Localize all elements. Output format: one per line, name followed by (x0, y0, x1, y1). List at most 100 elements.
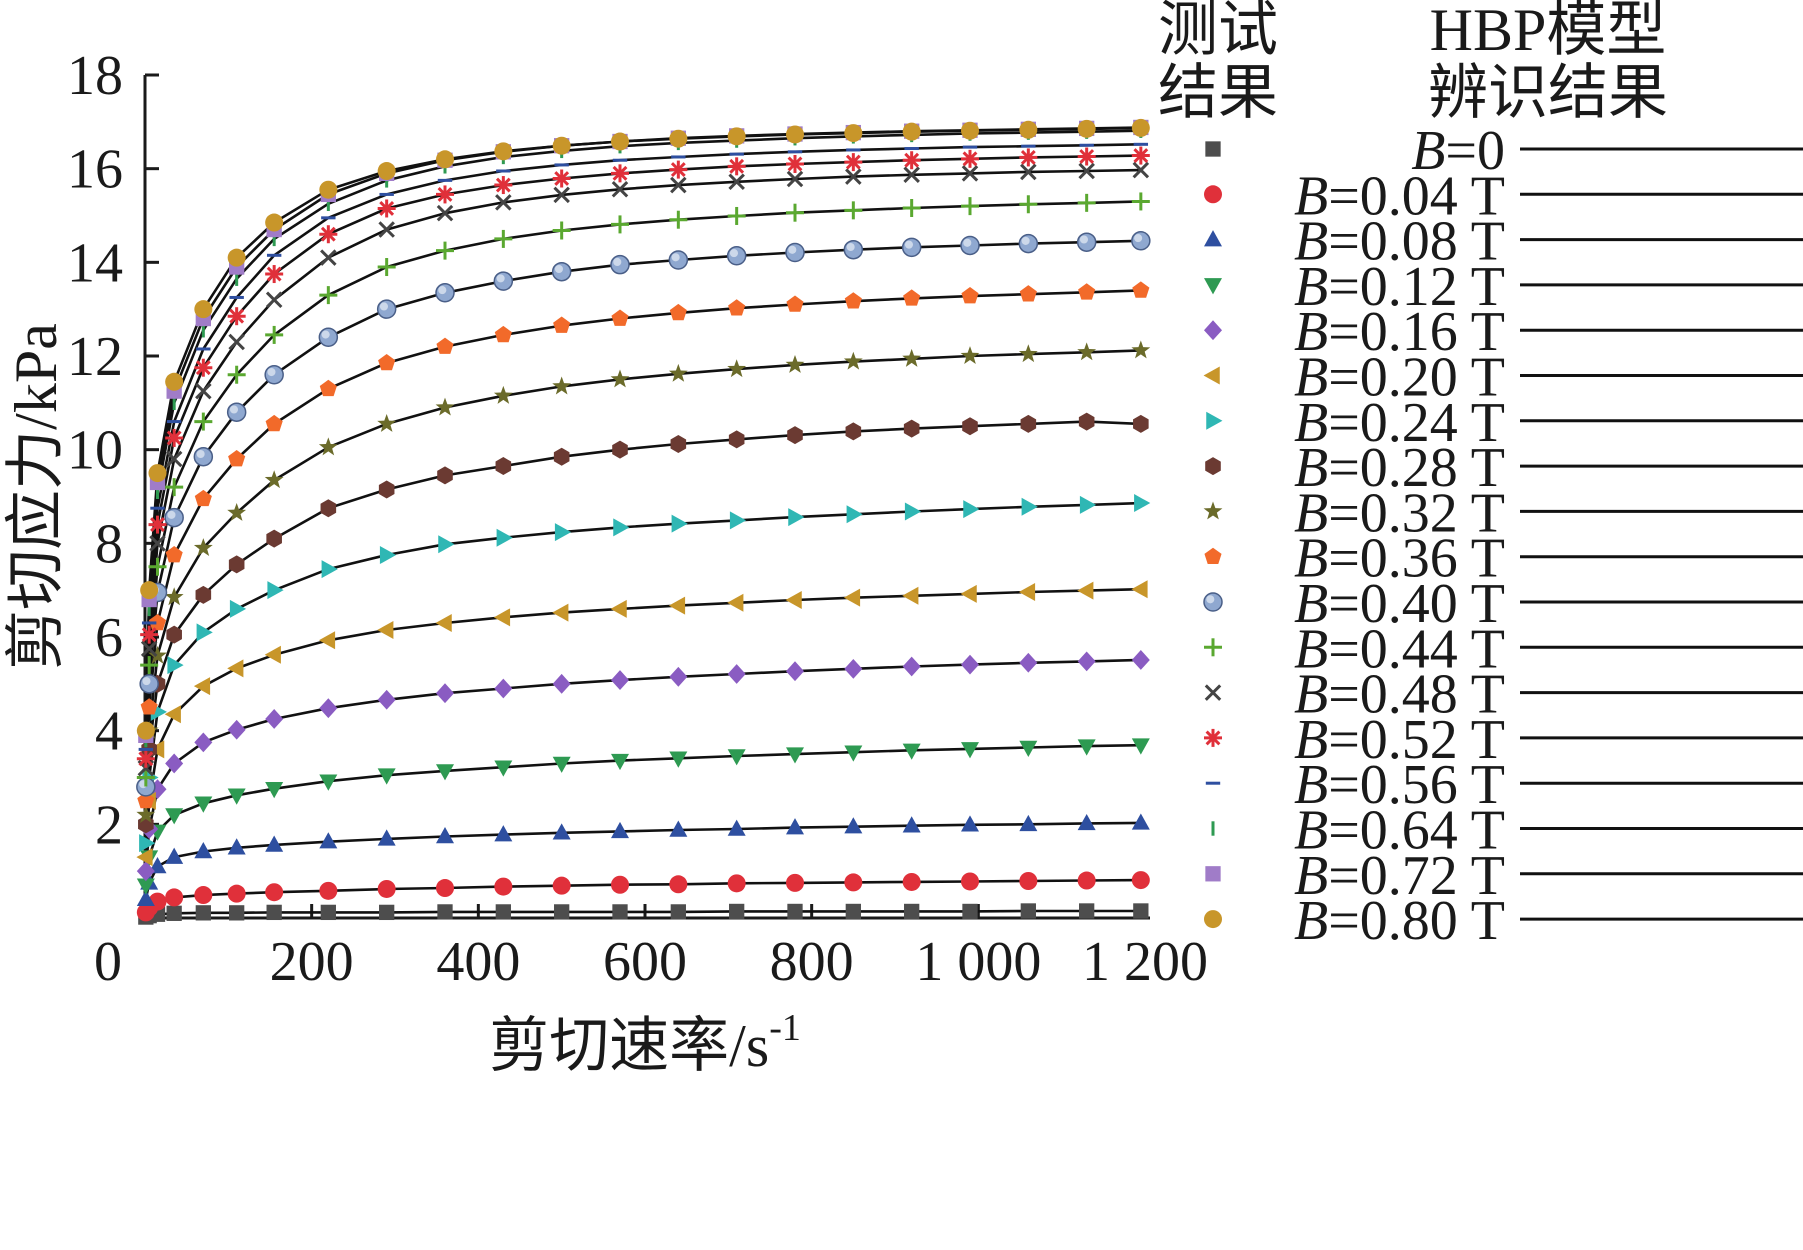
data-point (1078, 412, 1095, 431)
data-point (729, 903, 745, 920)
x-tick-label: 1 200 (1082, 931, 1208, 993)
data-point (902, 816, 921, 833)
legend-label: B=0.52 T (1294, 709, 1505, 771)
data-point (727, 593, 744, 612)
data-point (843, 239, 864, 260)
data-point (611, 875, 629, 894)
data-point (229, 905, 245, 921)
data-point (1077, 147, 1096, 166)
fit-line (144, 143, 1141, 750)
data-point (1019, 872, 1038, 891)
data-point (786, 154, 804, 173)
data-point (961, 121, 979, 140)
data-point (227, 502, 247, 521)
data-point (139, 674, 159, 694)
legend-label: B=0.12 T (1294, 256, 1505, 318)
data-point (319, 286, 338, 305)
legend-label: B=0 (1411, 120, 1505, 182)
data-point (1018, 233, 1039, 254)
data-point (1019, 148, 1038, 167)
data-point (844, 745, 863, 762)
legend-marker (1204, 320, 1222, 341)
series-markers (136, 340, 1151, 823)
legend-marker (1204, 547, 1222, 564)
series-markers (136, 192, 1150, 787)
data-point (165, 428, 184, 447)
data-point (1078, 283, 1096, 300)
data-point (436, 337, 454, 354)
data-point (611, 670, 629, 690)
legend-header-markers-line2: 结果 (1158, 60, 1278, 126)
data-point (553, 447, 570, 466)
fit-line (144, 239, 1141, 787)
fit-line (144, 658, 1141, 872)
data-point (265, 709, 284, 729)
data-point (319, 379, 337, 397)
data-point (727, 819, 746, 836)
data-point (320, 499, 337, 518)
legend-label: B=0.28 T (1294, 437, 1505, 499)
data-point (379, 546, 397, 565)
data-point (669, 303, 687, 321)
series-markers (136, 146, 1150, 768)
legend-entry: B=0.12 T (1204, 256, 1803, 318)
y-tick-label: 2 (95, 794, 123, 856)
data-point (610, 254, 630, 275)
data-point (164, 507, 184, 528)
data-point (1079, 495, 1097, 514)
data-point (494, 678, 513, 699)
data-point (962, 903, 978, 920)
legend-entry: B=0.80 T (1204, 890, 1803, 952)
data-point (727, 749, 746, 766)
data-point (1078, 162, 1095, 180)
data-point (554, 904, 570, 920)
data-point (1079, 903, 1095, 919)
data-point (1019, 120, 1038, 139)
fit-line (144, 289, 1141, 801)
data-point (377, 414, 397, 432)
data-point (611, 181, 629, 198)
data-point (611, 215, 629, 234)
data-point (137, 791, 155, 809)
fit-line (145, 909, 1141, 919)
data-point (960, 235, 980, 256)
data-point (961, 287, 979, 304)
data-point (843, 588, 861, 607)
data-point (149, 535, 166, 552)
data-point (136, 805, 156, 823)
data-point (1019, 740, 1038, 757)
data-point (165, 478, 184, 497)
data-point (552, 169, 571, 188)
data-point (377, 829, 396, 846)
x-axis-title: 剪切速率/s-1 (489, 1007, 801, 1079)
data-point (227, 248, 246, 267)
data-point (227, 838, 246, 855)
data-point (265, 213, 284, 232)
legend-marker (1204, 230, 1222, 247)
data-point (961, 872, 979, 891)
legend-entry: B=0.08 T (1204, 211, 1803, 273)
data-point (166, 625, 182, 644)
data-point (228, 333, 245, 351)
data-point (379, 904, 395, 921)
data-point (165, 753, 184, 774)
data-point (377, 879, 396, 898)
data-point (961, 654, 979, 675)
data-point (1020, 903, 1036, 919)
data-point (786, 170, 804, 188)
data-point (1019, 814, 1038, 832)
data-point (378, 221, 395, 238)
data-point (1077, 651, 1096, 672)
data-point (727, 157, 746, 176)
legend-marker (1204, 185, 1222, 204)
legend-label: B=0.16 T (1294, 301, 1505, 363)
data-point (228, 450, 246, 467)
data-point (165, 808, 184, 825)
data-point (611, 821, 629, 839)
data-point (786, 873, 804, 892)
legend: 测试 结果 HBP模型 辨识结果 B=0B=0.04 TB=0.08 TB=0.… (1158, 0, 1803, 952)
data-point (963, 500, 980, 519)
data-point (1131, 580, 1148, 599)
legend-entry: B=0.20 T (1203, 347, 1803, 409)
data-point (140, 581, 159, 600)
